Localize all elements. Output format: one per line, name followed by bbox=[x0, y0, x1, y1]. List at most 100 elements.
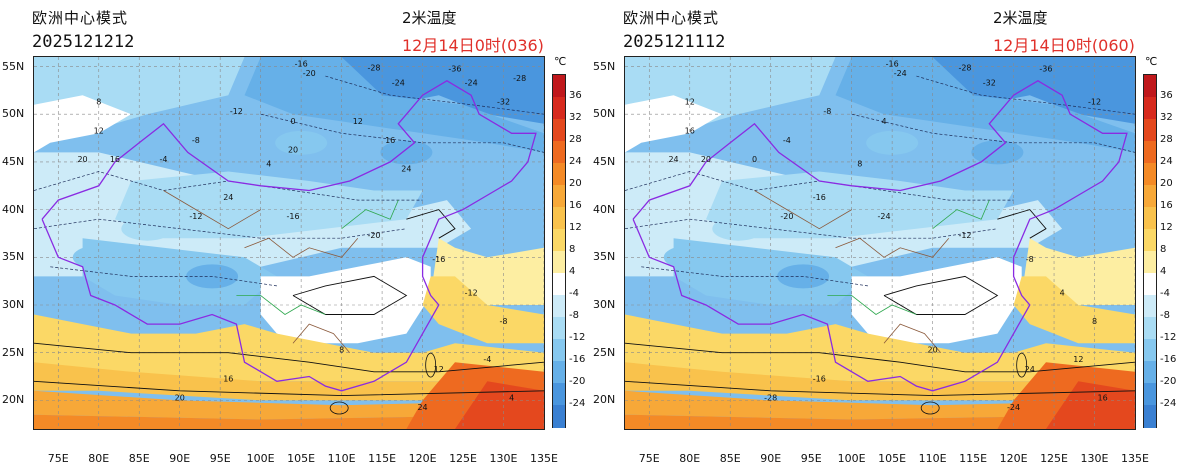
colorbar-label: 28 bbox=[569, 134, 582, 145]
lat-tick-label: 25N bbox=[593, 345, 616, 359]
lon-tick-label: 90E bbox=[760, 452, 782, 465]
colorbar-segment bbox=[553, 251, 565, 274]
contour-value-label: -16 bbox=[432, 255, 445, 264]
contour-line bbox=[641, 266, 868, 287]
contour-value-label: -12 bbox=[958, 231, 971, 240]
run-time: 2025121112 bbox=[623, 32, 726, 52]
contour-value-text: -16 bbox=[432, 255, 445, 264]
contour-value-label: -24 bbox=[465, 79, 478, 88]
lat-tick-label: 55N bbox=[593, 59, 616, 73]
colorbar-segment bbox=[553, 185, 565, 208]
temperature-band bbox=[625, 314, 1135, 382]
contour-line bbox=[34, 342, 544, 373]
contour-value-text: 12 bbox=[434, 365, 444, 374]
colorbar-label: -4 bbox=[1160, 288, 1170, 299]
contour-value-label: -12 bbox=[230, 107, 243, 116]
lat-tick-label: 30N bbox=[593, 298, 616, 311]
contour-value-text: 8 bbox=[857, 160, 862, 169]
contour-value-label: -12 bbox=[1088, 98, 1101, 107]
contour-value-text: 16 bbox=[1098, 393, 1108, 402]
contour-value-label: -24 bbox=[878, 212, 891, 221]
temperature-band bbox=[115, 171, 423, 239]
contour-value-text: -32 bbox=[497, 98, 510, 107]
contour-value-text: -16 bbox=[813, 374, 826, 383]
lon-tick-label: 125E bbox=[449, 452, 478, 465]
contour-value-text: -8 bbox=[500, 317, 508, 326]
contour-value-text: 0 bbox=[291, 117, 296, 126]
lon-tick-label: 95E bbox=[209, 452, 231, 465]
contour-value-text: 4 bbox=[266, 160, 271, 169]
colorbar-segment bbox=[1144, 339, 1156, 362]
province-border bbox=[835, 237, 950, 258]
contour-value-text: -28 bbox=[513, 74, 526, 83]
colorbar bbox=[1143, 74, 1157, 428]
temperature-band bbox=[244, 57, 544, 153]
contour-value-text: -24 bbox=[894, 69, 907, 78]
contour-value-text: -28 bbox=[764, 393, 777, 402]
contour-value-text: -8 bbox=[1026, 255, 1034, 264]
province-border bbox=[163, 190, 261, 230]
contour-value-label: -12 bbox=[189, 212, 202, 221]
colorbar-segment bbox=[1144, 119, 1156, 142]
contour-value-label: 4 bbox=[266, 160, 271, 169]
temperature-map: -16 -24 -28 -36 -32 -12 -8 -4 0 4 8 12 16 20 24 -16 -20-… bbox=[624, 56, 1136, 430]
contour-value-text: 24 bbox=[668, 155, 678, 164]
lon-tick-label: 115E bbox=[368, 452, 397, 465]
contour-line bbox=[916, 75, 1135, 115]
left-panel: 欧洲中心模式 2025121212 2米温度 12月14日0时(036) -16… bbox=[2, 9, 585, 465]
province-border bbox=[292, 323, 351, 353]
colorbar-label: 4 bbox=[569, 266, 576, 277]
colorbar-segment bbox=[553, 317, 565, 340]
contour-value-label: 8 bbox=[339, 346, 344, 355]
contour-value-label: 20 bbox=[175, 393, 185, 402]
contour-value-text: -28 bbox=[367, 63, 380, 72]
country-border bbox=[632, 80, 1128, 392]
temperature-band bbox=[34, 95, 132, 153]
contour-value-label: -8 bbox=[823, 107, 831, 116]
contour-value-label: 16 bbox=[385, 136, 395, 145]
contour-value-text: 24 bbox=[417, 403, 427, 412]
colorbar-segment bbox=[553, 207, 565, 230]
lon-tick-label: 105E bbox=[287, 452, 316, 465]
contour-value-label: 4 bbox=[509, 393, 514, 402]
colorbar-unit: ℃ bbox=[1145, 55, 1158, 68]
lat-tick-label: 50N bbox=[2, 107, 25, 121]
contour-value-text: 4 bbox=[882, 117, 887, 126]
contour-value-text: 8 bbox=[96, 98, 101, 107]
contour-value-label: -8 bbox=[500, 317, 508, 326]
contour-value-text: 24 bbox=[223, 193, 233, 202]
contour-value-text: -12 bbox=[1088, 98, 1101, 107]
contour-value-text: 16 bbox=[110, 155, 120, 164]
contour-value-label: 12 bbox=[434, 365, 444, 374]
colorbar-segment bbox=[1144, 251, 1156, 274]
province-border bbox=[236, 295, 326, 315]
colorbar-segment bbox=[1144, 75, 1156, 98]
colorbar-label: 8 bbox=[1160, 244, 1167, 255]
contour-value-text: -12 bbox=[189, 212, 202, 221]
contour-value-label: -16 bbox=[886, 60, 899, 69]
contour-value-label: 24 bbox=[417, 403, 427, 412]
contour-line bbox=[883, 275, 999, 315]
colorbar-segment bbox=[1144, 229, 1156, 252]
lat-tick-label: 20N bbox=[2, 393, 25, 407]
contour-line bbox=[997, 209, 1047, 239]
province-border bbox=[827, 295, 917, 315]
colorbar-label: 24 bbox=[1160, 156, 1173, 167]
temperature-band bbox=[625, 95, 723, 153]
colorbar-segment bbox=[1144, 295, 1156, 318]
temperature-band bbox=[835, 57, 1135, 153]
contour-value-text: 12 bbox=[685, 98, 695, 107]
contour-line bbox=[625, 218, 998, 239]
contour-value-text: -36 bbox=[448, 64, 461, 73]
contour-value-label: 12 bbox=[353, 117, 363, 126]
contour-value-text: -20 bbox=[303, 69, 316, 78]
contour-line bbox=[406, 209, 456, 239]
lon-tick-label: 120E bbox=[408, 452, 437, 465]
province-border bbox=[883, 323, 942, 353]
contour-value-text: 16 bbox=[223, 374, 233, 383]
contour-value-text: -24 bbox=[1007, 403, 1020, 412]
contour-value-text: 16 bbox=[385, 136, 395, 145]
lon-tick-label: 110E bbox=[327, 452, 356, 465]
contour-value-label: -24 bbox=[894, 69, 907, 78]
contour-value-text: -12 bbox=[465, 288, 478, 297]
